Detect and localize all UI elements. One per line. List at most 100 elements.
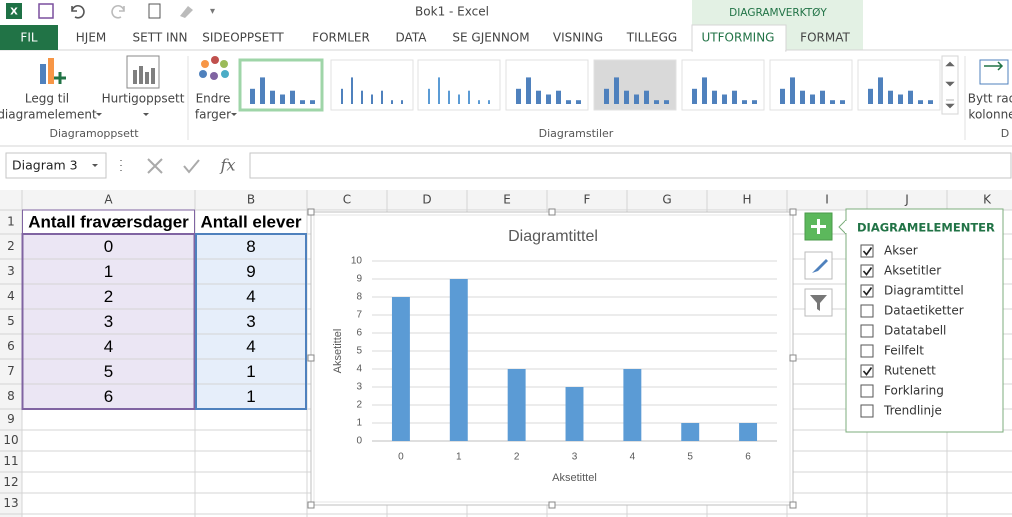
ribbon-tab[interactable]: SETT INN: [133, 31, 188, 45]
bar[interactable]: [391, 297, 410, 441]
checkbox-label[interactable]: Trendlinje: [883, 404, 942, 418]
ribbon-tab[interactable]: TILLEGG: [626, 31, 677, 45]
column-header[interactable]: B: [247, 193, 255, 207]
row-header[interactable]: 3: [7, 264, 15, 278]
column-header[interactable]: G: [662, 193, 671, 207]
checkbox[interactable]: [860, 344, 874, 358]
gallery-scroll-arrows[interactable]: [945, 61, 955, 109]
data-cell[interactable]: 1: [104, 262, 113, 281]
row-header[interactable]: 9: [7, 412, 15, 426]
checkbox[interactable]: [860, 404, 874, 418]
data-cell[interactable]: 6: [104, 387, 113, 406]
column-header[interactable]: F: [584, 193, 591, 207]
bar[interactable]: [449, 279, 468, 441]
data-cell[interactable]: 4: [246, 287, 255, 306]
row-header[interactable]: 6: [7, 339, 15, 353]
data-cell[interactable]: 8: [246, 237, 255, 256]
checkbox-label[interactable]: Akser: [884, 244, 918, 258]
row-header[interactable]: 12: [3, 475, 18, 489]
column-header[interactable]: A: [104, 193, 113, 207]
ribbon-command-label[interactable]: Hurtigoppsett: [102, 92, 185, 106]
data-cell[interactable]: 1: [246, 362, 255, 381]
name-box-arrow[interactable]: [92, 164, 98, 167]
checkbox[interactable]: [860, 304, 874, 318]
checkbox[interactable]: [860, 324, 874, 338]
touch-mode-button[interactable]: [180, 6, 193, 18]
resize-handle[interactable]: [307, 501, 315, 509]
undo-button[interactable]: [71, 4, 85, 19]
ribbon-command-label[interactable]: diagramelement: [0, 108, 97, 122]
ribbon-command-label[interactable]: kolonne: [968, 108, 1012, 122]
bar[interactable]: [507, 369, 526, 441]
data-cell[interactable]: 1: [246, 387, 255, 406]
checkbox[interactable]: [860, 364, 874, 378]
row-header[interactable]: 5: [7, 314, 15, 328]
ribbon-command-label[interactable]: Endre: [196, 92, 231, 106]
bar[interactable]: [681, 423, 700, 441]
ribbon-tab[interactable]: FORMAT: [800, 31, 850, 45]
column-header[interactable]: H: [742, 193, 751, 207]
resize-handle[interactable]: [307, 208, 315, 216]
row-header[interactable]: 8: [7, 389, 15, 403]
checkbox[interactable]: [860, 284, 874, 298]
bar[interactable]: [623, 369, 642, 441]
column-header[interactable]: I: [825, 193, 829, 207]
file-tab[interactable]: [0, 25, 58, 50]
row-header[interactable]: 1: [7, 215, 15, 229]
data-cell[interactable]: 5: [104, 362, 113, 381]
checkbox[interactable]: [860, 384, 874, 398]
dropdown-arrow[interactable]: [143, 113, 149, 116]
resize-handle[interactable]: [789, 354, 797, 362]
row-header[interactable]: 10: [3, 433, 18, 447]
selected-tab[interactable]: [691, 24, 787, 52]
data-cell[interactable]: 4: [104, 337, 113, 356]
ribbon-command-label[interactable]: Legg til: [25, 92, 69, 106]
header-cell[interactable]: Antall elever: [200, 212, 301, 231]
checkbox-label[interactable]: Aksetitler: [884, 264, 941, 278]
row-header[interactable]: 2: [7, 239, 15, 253]
checkbox-label[interactable]: Dataetiketter: [884, 304, 964, 318]
dropdown-arrow[interactable]: [231, 113, 237, 116]
chart-styles-button[interactable]: [804, 251, 833, 280]
enter-button[interactable]: [183, 159, 200, 174]
checkbox[interactable]: [860, 244, 874, 258]
column-header[interactable]: D: [422, 193, 431, 207]
checkbox-label[interactable]: Datatabell: [884, 324, 946, 338]
insert-function-button[interactable]: fx: [220, 156, 236, 175]
ribbon-tab[interactable]: SE GJENNOM: [452, 31, 529, 45]
print-preview-button[interactable]: [148, 3, 161, 19]
resize-handle[interactable]: [307, 354, 315, 362]
data-cell[interactable]: 0: [104, 237, 113, 256]
checkbox-label[interactable]: Forklaring: [884, 384, 944, 398]
ribbon-command-label[interactable]: Bytt rad: [968, 92, 1012, 106]
redo-button[interactable]: [111, 4, 125, 19]
cancel-button[interactable]: [147, 158, 163, 174]
column-header[interactable]: J: [904, 193, 909, 207]
row-header[interactable]: 11: [3, 454, 18, 468]
ribbon-tab[interactable]: FORMLER: [312, 31, 370, 45]
ribbon-command-label[interactable]: farger: [195, 108, 231, 122]
checkbox-label[interactable]: Diagramtittel: [884, 284, 964, 298]
bar[interactable]: [565, 387, 584, 441]
column-header[interactable]: C: [343, 193, 351, 207]
ribbon-tab[interactable]: DATA: [396, 31, 428, 45]
data-cell[interactable]: 3: [104, 312, 113, 331]
data-cell[interactable]: 2: [104, 287, 113, 306]
qat-customize[interactable]: ▾: [210, 6, 215, 17]
row-header[interactable]: 13: [3, 496, 18, 510]
ribbon-tab[interactable]: SIDEOPPSETT: [202, 31, 284, 45]
header-cell[interactable]: Antall fraværsdager: [28, 212, 189, 231]
column-header[interactable]: E: [503, 193, 511, 207]
resize-handle[interactable]: [789, 501, 797, 509]
checkbox-label[interactable]: Feilfelt: [884, 344, 924, 358]
save-button[interactable]: [38, 3, 54, 19]
resize-handle[interactable]: [548, 208, 556, 216]
dropdown-arrow[interactable]: [96, 113, 102, 116]
resize-handle[interactable]: [548, 501, 556, 509]
ribbon-tab[interactable]: HJEM: [76, 31, 107, 45]
ribbon-tab[interactable]: VISNING: [553, 31, 603, 45]
checkbox-label[interactable]: Rutenett: [884, 364, 936, 378]
row-header[interactable]: 7: [7, 364, 15, 378]
ribbon-tab[interactable]: FIL: [20, 31, 37, 45]
data-cell[interactable]: 3: [246, 312, 255, 331]
